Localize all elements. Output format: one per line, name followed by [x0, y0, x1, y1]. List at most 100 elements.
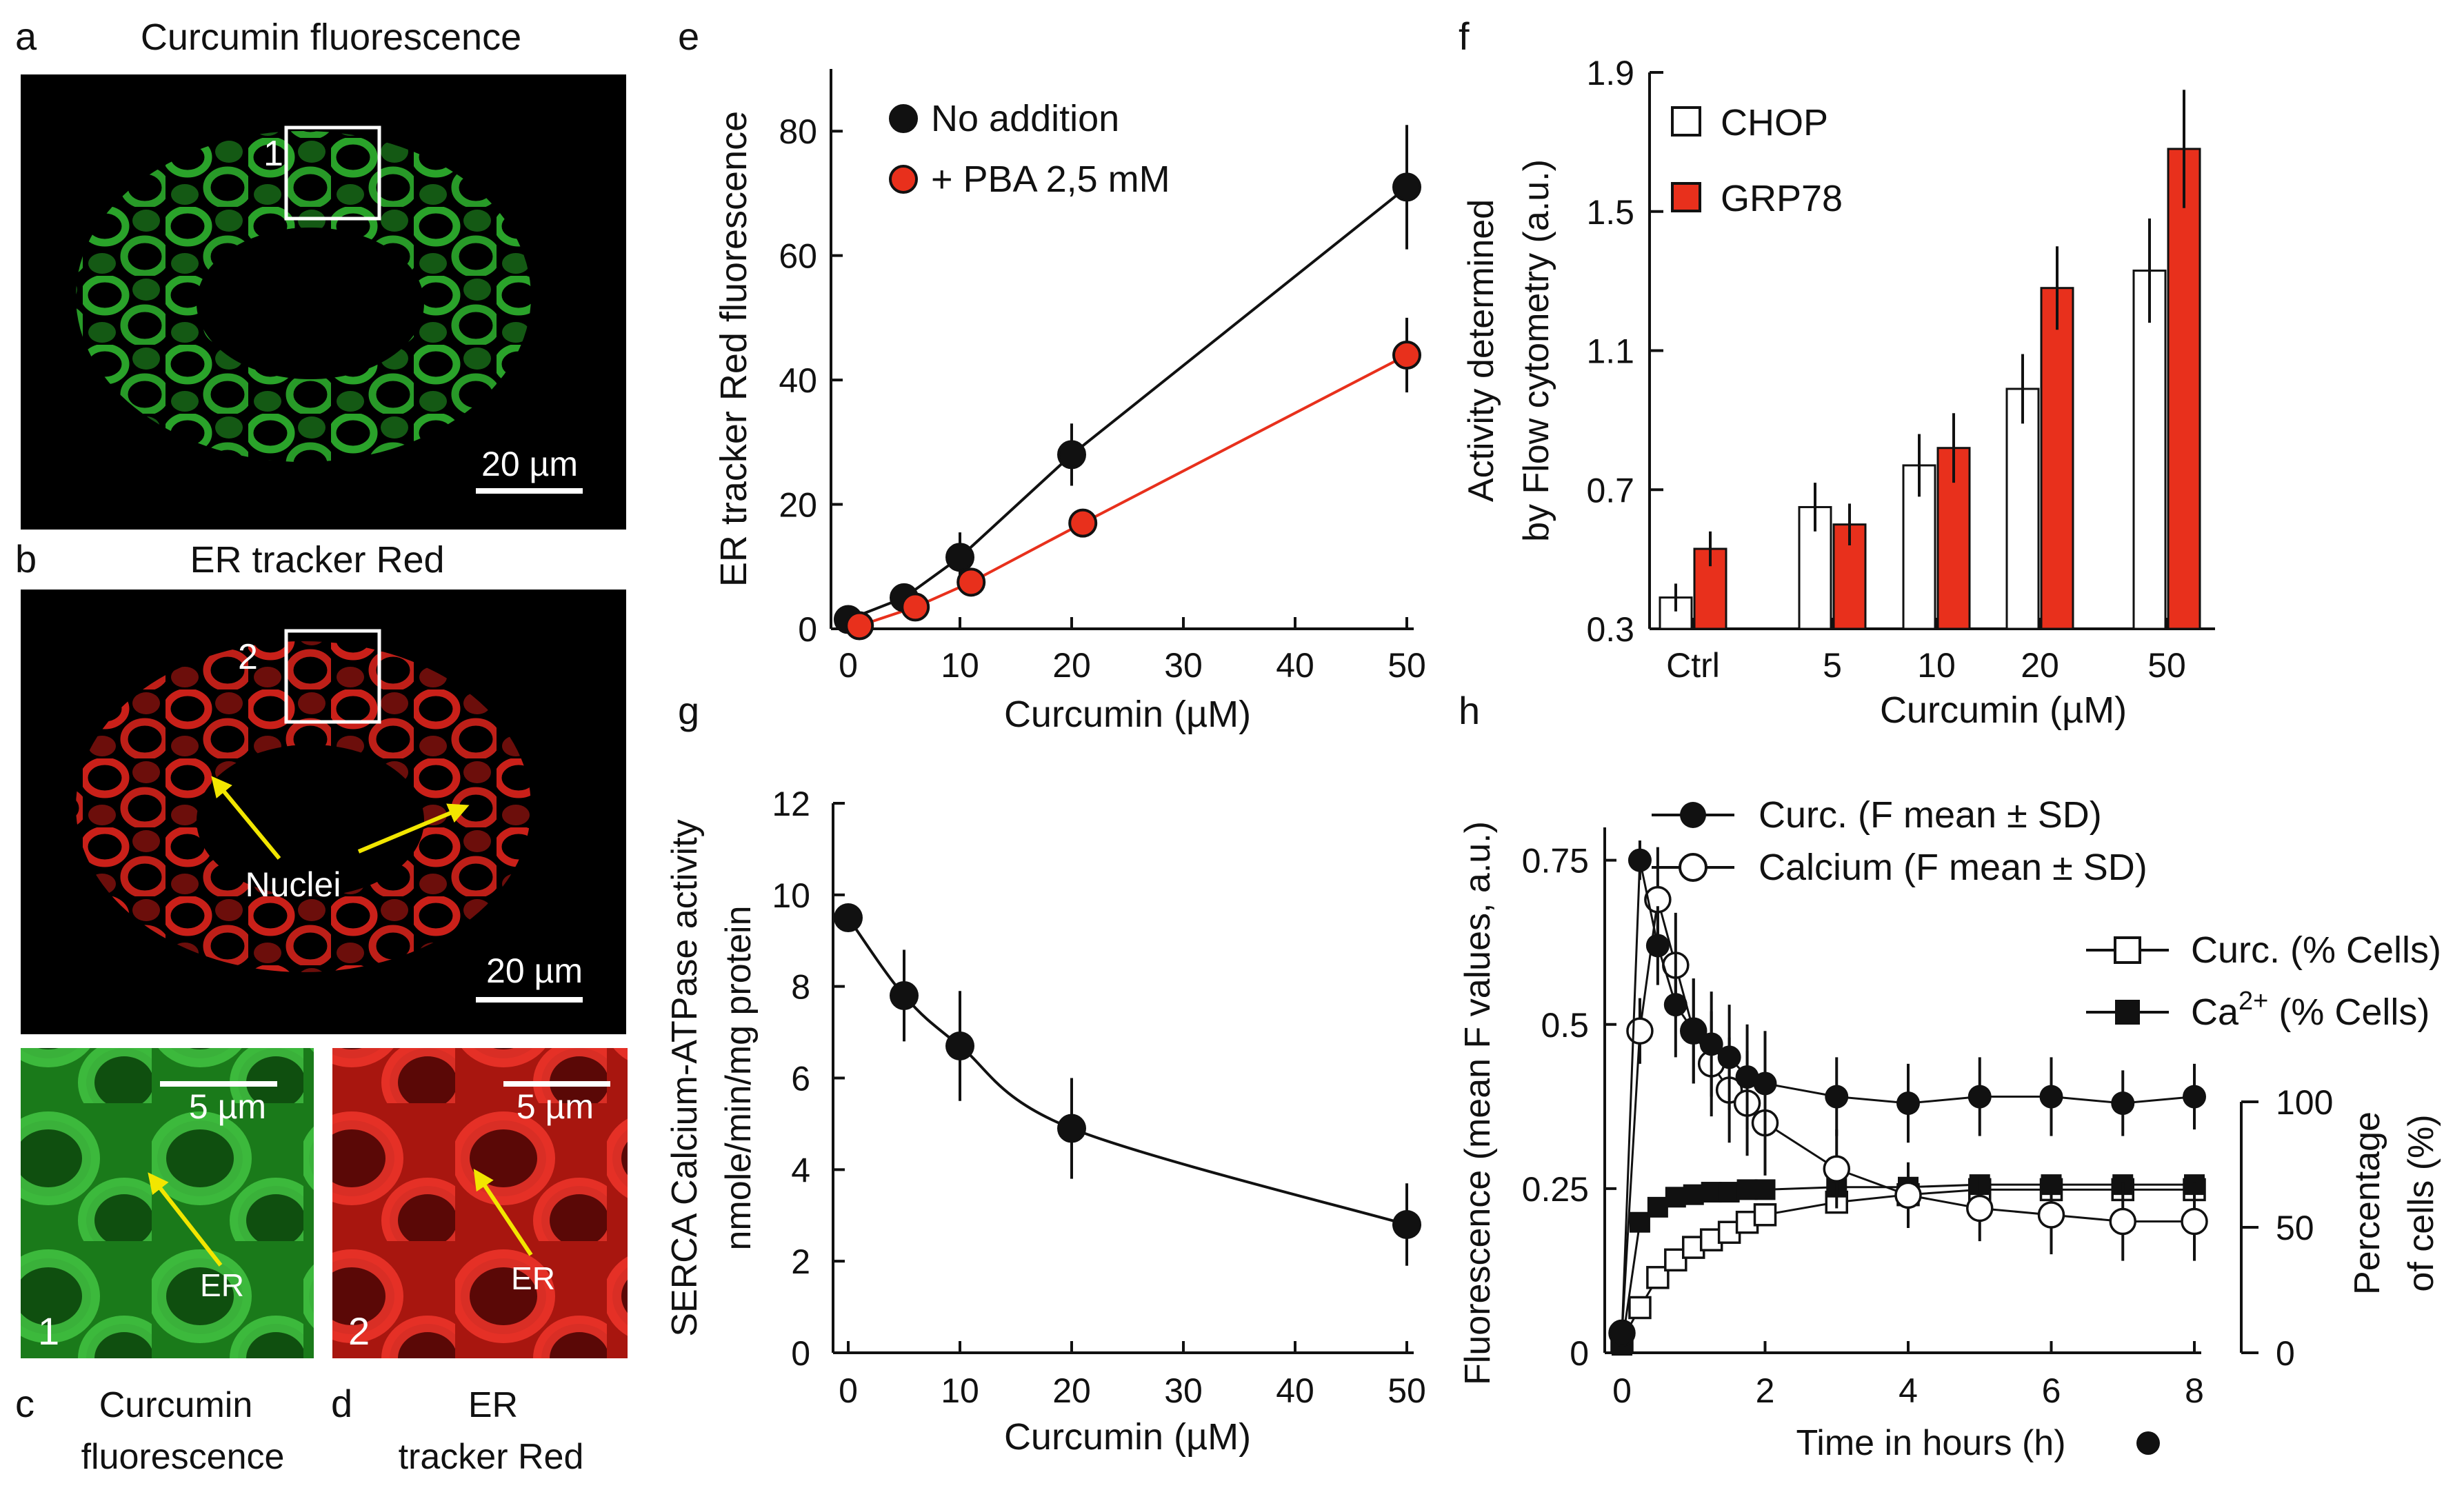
x-tick-label: 10: [941, 646, 979, 685]
data-point: [1753, 1203, 1777, 1227]
corner-label-d: 2: [348, 1309, 370, 1353]
roi-label-1: 1: [263, 134, 283, 174]
bar-chop: [2005, 387, 2040, 630]
panel-letter-d: d: [331, 1382, 352, 1425]
panel-letter-e: e: [678, 14, 699, 58]
data-point: [834, 903, 863, 933]
data-point: [1057, 440, 1086, 470]
chart-g: 0 2 4 6 8 10 12 0 10 20 30 40 50 Curcumin (µM) SERCA C…: [665, 785, 1426, 1458]
data-point: [1735, 1065, 1759, 1089]
x-tick-label: 50: [1388, 1371, 1426, 1410]
y-tick-label: 60: [779, 237, 817, 276]
data-point: [1896, 1091, 1920, 1116]
legend-marker: [2115, 1000, 2140, 1025]
data-point: [1068, 508, 1098, 538]
x-tick-label: 40: [1276, 646, 1314, 685]
y-tick-label: 0.25: [1522, 1170, 1589, 1209]
data-point: [1392, 172, 1421, 202]
nuclei-arrow-left: [211, 776, 281, 860]
y-axis-label: Fluorescence (mean F values, a.u.): [1458, 821, 1498, 1385]
data-point: [1629, 1211, 1650, 1233]
scalebar-a-label: 20 µm: [481, 445, 578, 483]
y2-tick-label: 0: [2276, 1334, 2295, 1373]
x-tick-label: 20: [1052, 1371, 1091, 1410]
er-arrow-c: [148, 1172, 223, 1267]
data-point: [1057, 1114, 1086, 1143]
x-tick-label: 5: [1823, 646, 1842, 685]
scalebar-c-label: 5 µm: [189, 1087, 266, 1126]
y-tick-label: 0.75: [1522, 842, 1589, 880]
curcumin-lumen: [197, 228, 424, 379]
y-tick-label: 6: [791, 1060, 810, 1098]
y-tick-label: 8: [791, 968, 810, 1007]
er-zoom: [332, 1048, 628, 1358]
panel-a-title: Curcumin fluorescence: [141, 17, 521, 58]
y-tick-label: 80: [779, 112, 817, 151]
data-point: [1663, 993, 1687, 1017]
legend-marker: [1680, 802, 1706, 828]
y-tick-label: 1.5: [1586, 193, 1634, 232]
data-point: [845, 611, 874, 641]
data-point: [1967, 1085, 1992, 1109]
legend-label: Curc. (F mean ± SD): [1759, 794, 2102, 836]
bar-chop: [2132, 269, 2167, 630]
data-point: [1894, 1181, 1922, 1209]
data-point: [1719, 1182, 1740, 1203]
y2-tick-label: 50: [2276, 1209, 2314, 1247]
y-tick-label: 0: [791, 1334, 810, 1373]
er-label-d: ER: [511, 1260, 555, 1296]
panel-letter-f: f: [1459, 14, 1470, 58]
x-tick-label: 30: [1164, 1371, 1203, 1410]
series-line-no-addition: [848, 185, 1408, 621]
legend-marker: [2114, 936, 2141, 964]
y-tick-label: 1.9: [1586, 54, 1634, 92]
x-axis-label-marker: [2136, 1431, 2160, 1455]
data-point: [901, 592, 930, 622]
curcumin-zoom: [21, 1048, 314, 1358]
y2-axis-label-line2: of cells (%): [2401, 1114, 2441, 1291]
y-tick-label: 4: [791, 1151, 810, 1189]
roi-box-1: [284, 125, 381, 221]
panel-c: 5 µm ER 1 c Curcumin fluorescence: [15, 1048, 314, 1477]
series-line-pba: [859, 354, 1408, 627]
x-tick-label: 4: [1899, 1371, 1918, 1410]
x-axis-label: Curcumin (µM): [1004, 694, 1251, 735]
panel-d: 5 µm ER 2 d ER tracker Red: [331, 1048, 628, 1477]
x-tick-label: 0: [839, 1371, 858, 1410]
caption-d-line1: ER: [468, 1385, 518, 1425]
data-point: [1665, 1187, 1686, 1208]
data-point: [1392, 341, 1421, 370]
data-point: [1645, 934, 1670, 958]
panel-b: b ER tracker Red 2 Nuclei 20 µm: [15, 537, 626, 1034]
data-point: [1754, 1179, 1776, 1200]
roi-label-2: 2: [238, 637, 258, 677]
y-tick-label: 0: [1570, 1334, 1589, 1373]
data-point: [1717, 1045, 1741, 1069]
legend-label: No addition: [931, 98, 1119, 139]
y-tick-label: 40: [779, 361, 817, 400]
y2-tick-label: 100: [2276, 1083, 2333, 1122]
y-axis-label-line1: Activity determined: [1461, 199, 1501, 502]
x-tick-label: Ctrl: [1666, 646, 1720, 685]
roi-box-2: [284, 629, 381, 724]
data-point: [956, 567, 986, 597]
data-point: [1681, 1019, 1705, 1043]
x-tick-label: 50: [1388, 646, 1426, 685]
data-point: [1825, 1085, 1849, 1109]
data-point: [1753, 1071, 1777, 1096]
serca-curve: [847, 916, 1408, 1226]
legend-label: Curc. (% Cells): [2191, 929, 2441, 971]
data-point: [945, 1031, 974, 1061]
y-axis-label-line1: SERCA Calcium-ATPase activity: [665, 819, 705, 1336]
legend-label: Calcium (F mean ± SD): [1759, 847, 2147, 888]
data-point: [945, 543, 974, 572]
y-tick-label: 12: [772, 785, 810, 823]
bar-grp78: [1832, 523, 1867, 630]
bar-grp78: [2167, 148, 2201, 630]
y-tick-label: 20: [779, 486, 817, 525]
panel-letter-g: g: [678, 689, 699, 732]
legend-label: + PBA 2,5 mM: [931, 159, 1170, 200]
legend-label: CHOP: [1721, 102, 1828, 143]
legend-marker: [1671, 182, 1701, 212]
x-axis-label: Curcumin (µM): [1004, 1416, 1251, 1458]
